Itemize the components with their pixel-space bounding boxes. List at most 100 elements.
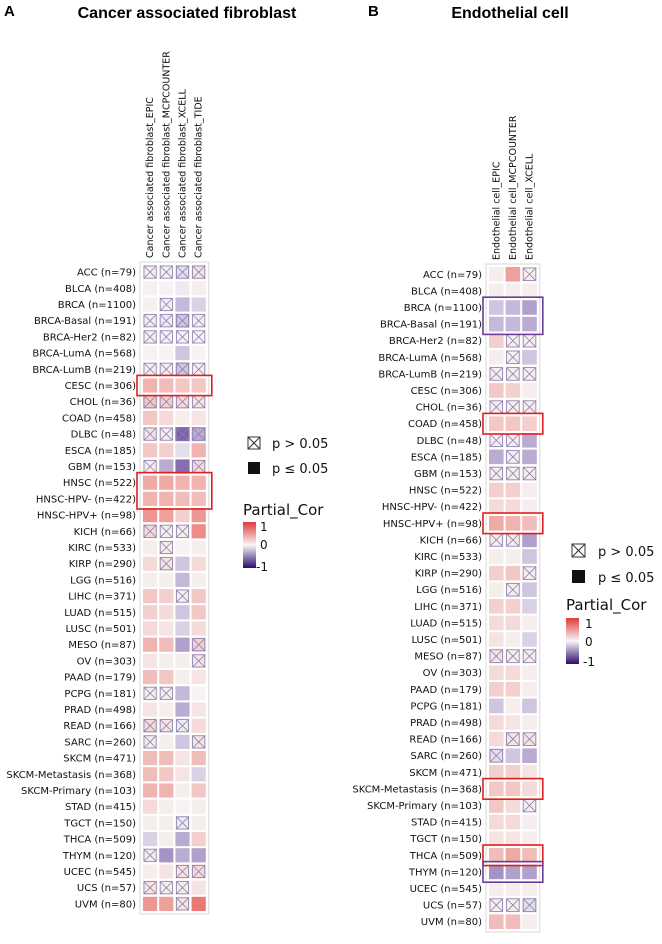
heatmap-cell bbox=[522, 433, 537, 448]
heatmap-cell bbox=[143, 637, 158, 652]
ns-cross-mark bbox=[506, 450, 520, 464]
heatmap-cell bbox=[522, 516, 537, 531]
heatmap-cell bbox=[489, 482, 504, 498]
heatmap-cell bbox=[159, 605, 174, 620]
row-label: UVM (n=80) bbox=[421, 917, 482, 928]
legend-b-tick-mid: 0 bbox=[585, 635, 593, 649]
heatmap-cell bbox=[159, 702, 174, 717]
heatmap-cell bbox=[159, 443, 174, 458]
row-label: THYM (n=120) bbox=[62, 851, 136, 862]
row-label: PCPG (n=181) bbox=[64, 689, 136, 700]
ns-cross-mark bbox=[159, 297, 173, 311]
row-label: STAD (n=415) bbox=[411, 818, 482, 829]
heatmap-cell bbox=[489, 283, 504, 299]
heatmap-cell bbox=[175, 653, 190, 668]
column-label: Cancer associated fibroblast_XCELL bbox=[178, 89, 189, 258]
heatmap-cell bbox=[505, 848, 521, 863]
row-label: UVM (n=80) bbox=[75, 899, 136, 910]
heatmap-cell bbox=[175, 556, 190, 571]
heatmap-cell bbox=[505, 698, 521, 714]
row-label: BRCA-Basal (n=191) bbox=[34, 316, 136, 327]
row-label: UCS (n=57) bbox=[423, 901, 482, 912]
ns-cross-mark bbox=[506, 367, 520, 381]
ns-cross-mark bbox=[522, 898, 537, 912]
heatmap-cell bbox=[522, 698, 537, 714]
ns-cross-mark bbox=[175, 865, 189, 879]
row-label: ACC (n=79) bbox=[77, 268, 136, 279]
heatmap-cell bbox=[143, 475, 158, 490]
heatmap-cell bbox=[505, 798, 521, 813]
ns-cross-mark bbox=[489, 749, 504, 763]
ns-cross-mark bbox=[506, 583, 520, 597]
heatmap-cell bbox=[489, 831, 504, 846]
heatmap-cell bbox=[505, 267, 521, 282]
heatmap-cell bbox=[505, 632, 521, 647]
heatmap-cell bbox=[489, 333, 504, 348]
row-label: MESO (n=87) bbox=[414, 652, 482, 663]
row-label: THCA (n=509) bbox=[409, 851, 482, 862]
row-label: BRCA-LumA (n=568) bbox=[32, 349, 136, 360]
heatmap-cell bbox=[489, 615, 504, 631]
legend-a-sig-label: p ≤ 0.05 bbox=[272, 462, 328, 477]
ns-cross-mark bbox=[192, 735, 206, 749]
heatmap-cell bbox=[191, 524, 206, 539]
heatmap-cell bbox=[489, 350, 504, 365]
row-label: LGG (n=516) bbox=[70, 575, 136, 586]
ns-cross-mark bbox=[159, 330, 173, 344]
highlight-box-red bbox=[136, 471, 213, 510]
ns-cross-mark bbox=[489, 649, 504, 663]
heatmap-cell bbox=[159, 378, 174, 393]
row-label: THYM (n=120) bbox=[408, 867, 482, 878]
ns-cross-mark bbox=[192, 314, 206, 328]
legend-b-sig-key bbox=[572, 570, 585, 583]
row-label: TGCT (n=150) bbox=[63, 818, 136, 829]
ns-cross-mark bbox=[506, 350, 520, 365]
heatmap-cell bbox=[505, 682, 521, 697]
heatmap-cell bbox=[159, 653, 174, 668]
row-label: PRAD (n=498) bbox=[410, 718, 482, 729]
heatmap-cell bbox=[159, 281, 174, 296]
column-label: Cancer associated fibroblast_MCPCOUNTER bbox=[161, 51, 172, 258]
row-label: HNSC-HPV- (n=422) bbox=[36, 494, 136, 505]
heatmap-cell bbox=[143, 589, 158, 604]
heatmap-cell bbox=[489, 632, 504, 647]
heatmap-cell bbox=[505, 416, 521, 431]
heatmap-cell bbox=[191, 880, 206, 895]
heatmap-cell bbox=[191, 410, 206, 425]
panel-a-title: Cancer associated fibroblast bbox=[78, 5, 297, 22]
ns-cross-mark bbox=[175, 427, 189, 441]
heatmap-cell bbox=[191, 832, 206, 847]
legend-a-sig-key bbox=[248, 462, 260, 474]
heatmap-cell bbox=[175, 751, 190, 766]
heatmap-cell bbox=[143, 799, 158, 814]
row-label: UCEC (n=545) bbox=[64, 867, 136, 878]
heatmap-cell bbox=[175, 297, 190, 312]
heatmap-cell bbox=[505, 599, 521, 614]
ns-cross-mark bbox=[143, 265, 157, 279]
row-label: GBM (n=153) bbox=[414, 469, 482, 480]
ns-cross-mark bbox=[159, 541, 173, 555]
heatmap-cell bbox=[175, 637, 190, 652]
heatmap-cell bbox=[159, 783, 174, 798]
heatmap-cell bbox=[175, 702, 190, 717]
heatmap-cell bbox=[175, 621, 190, 636]
column-label: Cancer associated fibroblast_TIDE bbox=[194, 96, 205, 258]
heatmap-cell bbox=[159, 832, 174, 847]
row-label: ACC (n=79) bbox=[423, 270, 482, 281]
heatmap-cell bbox=[159, 848, 174, 863]
row-label: BRCA-LumA (n=568) bbox=[378, 353, 482, 364]
heatmap-cell bbox=[522, 814, 537, 830]
ns-cross-mark bbox=[175, 881, 189, 895]
row-label: PAAD (n=179) bbox=[410, 685, 482, 696]
heatmap-cell bbox=[489, 848, 504, 863]
highlight-box-red bbox=[482, 777, 544, 800]
row-label: UCEC (n=545) bbox=[410, 884, 482, 895]
row-label: BRCA (n=1100) bbox=[58, 300, 136, 311]
legend-a-tick-mid: 0 bbox=[260, 538, 268, 552]
heatmap-cell bbox=[143, 864, 158, 879]
ns-cross-mark bbox=[143, 427, 157, 441]
heatmap-cell bbox=[175, 443, 190, 458]
heatmap-cell bbox=[489, 565, 504, 581]
heatmap-cell bbox=[522, 831, 537, 846]
heatmap-cell bbox=[191, 799, 206, 814]
